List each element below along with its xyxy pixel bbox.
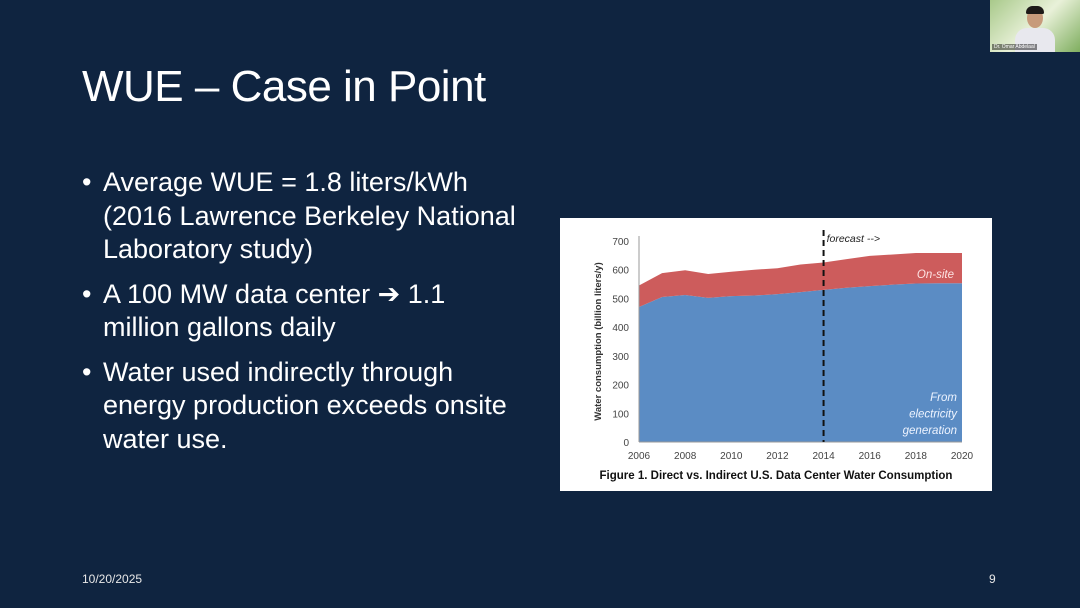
- y-tick-label: 600: [612, 266, 629, 277]
- y-tick-label: 300: [612, 352, 629, 363]
- area-series-electricity: [639, 283, 962, 442]
- x-tick-label: 2020: [951, 451, 974, 462]
- x-tick-label: 2008: [674, 451, 697, 462]
- webcam-thumbnail[interactable]: Dr. Omar Abdelaal: [990, 0, 1080, 52]
- presenter-name: Dr. Omar Abdelaal: [992, 44, 1037, 50]
- series-label-electricity: From: [930, 392, 957, 404]
- y-tick-label: 100: [612, 409, 629, 420]
- water-consumption-chart: 0 100 200 300 400 500 600 700 2006 2008 2010 2012 20…: [560, 218, 992, 491]
- bullet-item: A 100 MW data center ➔ 1.1 million gallo…: [82, 278, 522, 345]
- series-label-electricity: electricity: [909, 409, 958, 421]
- y-tick-label: 0: [623, 438, 629, 449]
- chart-svg: 0 100 200 300 400 500 600 700 2006 2008 2010 2012 20…: [593, 230, 974, 462]
- bullet-item: Water used indirectly through energy pro…: [82, 356, 522, 457]
- series-label-onsite: On-site: [917, 269, 954, 281]
- x-tick-label: 2012: [766, 451, 789, 462]
- x-tick-label: 2006: [628, 451, 651, 462]
- bullet-list: Average WUE = 1.8 liters/kWh (2016 Lawre…: [82, 166, 522, 467]
- x-tick-label: 2016: [859, 451, 882, 462]
- y-tick-label: 400: [612, 323, 629, 334]
- y-tick-label: 500: [612, 294, 629, 305]
- presenter-body: [1015, 28, 1055, 52]
- y-axis-label: Water consumption (billion liters/y): [593, 262, 604, 421]
- chart-caption: Figure 1. Direct vs. Indirect U.S. Data …: [599, 470, 953, 482]
- slide-number: 9: [989, 572, 996, 586]
- y-tick-label: 700: [612, 237, 629, 248]
- forecast-label: forecast -->: [827, 233, 880, 245]
- x-tick-label: 2014: [812, 451, 835, 462]
- x-tick-label: 2018: [905, 451, 928, 462]
- area-series-onsite: [639, 253, 962, 308]
- x-tick-label: 2010: [720, 451, 743, 462]
- presenter-hair: [1026, 6, 1044, 14]
- y-tick-label: 200: [612, 381, 629, 392]
- bullet-item: Average WUE = 1.8 liters/kWh (2016 Lawre…: [82, 166, 522, 267]
- slide-date: 10/20/2025: [82, 572, 143, 586]
- slide-title: WUE – Case in Point: [82, 62, 486, 111]
- series-label-electricity: generation: [903, 425, 957, 437]
